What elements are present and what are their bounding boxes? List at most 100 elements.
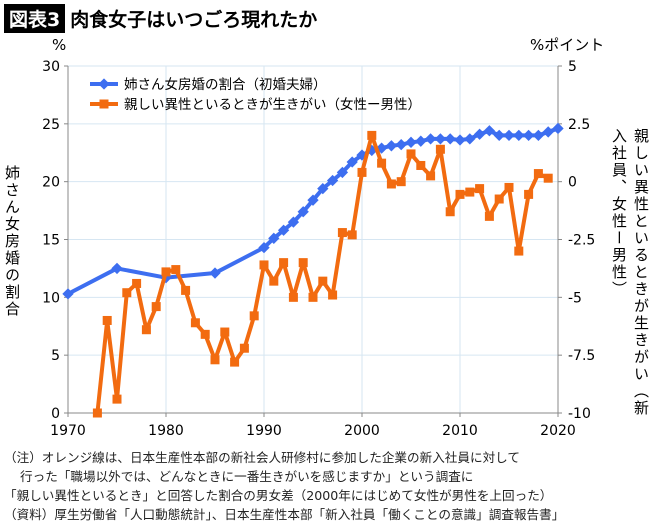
data-point [279, 258, 289, 268]
y-tick-label: 0 [51, 406, 60, 422]
data-point [102, 315, 112, 325]
data-point [464, 133, 476, 145]
figure-title: 図表3 肉食女子はいつごろ現れたか [4, 3, 318, 33]
data-point [552, 122, 564, 135]
legend-marker [98, 78, 110, 90]
x-tick-label: 1990 [246, 423, 282, 439]
data-point [326, 174, 339, 187]
data-point [347, 230, 357, 240]
y2-axis-label: 親しい異性といるときが生きがい（新入社員、女性ー男性） [610, 128, 650, 417]
note-line: 行った「職場以外では、どんなときに一番生きがいを感じますか」という調査に [20, 469, 474, 484]
data-point [336, 166, 349, 179]
y-tick-label: 20 [42, 175, 60, 191]
x-tick-label: 2010 [442, 423, 478, 439]
right-unit: %ポイント [530, 36, 604, 54]
data-point [357, 167, 367, 177]
note-line: （注）オレンジ線は、日本生産性本部の新社会人研修村に参加した企業の新入社員に対し… [4, 450, 520, 465]
data-point [493, 129, 505, 142]
data-point [92, 408, 102, 418]
data-point [307, 194, 319, 206]
data-point [210, 355, 220, 365]
data-point [454, 134, 466, 146]
data-point [308, 292, 318, 302]
y-tick-label: 25 [42, 117, 60, 133]
data-point [161, 267, 171, 277]
data-point [416, 160, 426, 170]
data-point [473, 128, 486, 140]
series-line [67, 126, 559, 296]
y2-tick-label: -2.5 [568, 233, 595, 249]
data-point [406, 149, 416, 159]
legend-label: 親しい異性といるときが生きがい（女性ー男性） [124, 96, 421, 113]
data-point [171, 265, 181, 275]
data-point [513, 129, 525, 142]
data-point [239, 343, 249, 353]
data-point [249, 311, 259, 321]
data-point [230, 357, 240, 367]
line-chart: % %ポイント 0 5 10 15 20 25 30 1970 1980 1990 2000 2010… [42, 36, 604, 439]
data-point [424, 133, 437, 145]
y2-tick-label: -10 [568, 406, 591, 422]
data-point [542, 126, 554, 138]
data-point [503, 129, 515, 142]
data-point [200, 329, 210, 339]
data-point [533, 169, 543, 179]
data-point [141, 325, 151, 335]
notes: （注）オレンジ線は、日本生産性本部の新社会人研修村に参加した企業の新入社員に対し… [4, 448, 564, 524]
legend-marker [99, 99, 109, 109]
data-point [426, 171, 436, 181]
data-point [328, 290, 338, 300]
data-point [318, 276, 328, 286]
data-point [396, 177, 406, 187]
data-point [297, 206, 309, 218]
data-point [181, 285, 191, 295]
title-text: 肉食女子はいつごろ現れたか [70, 8, 318, 31]
y2-tick-label: -7.5 [568, 348, 595, 364]
data-point [112, 394, 122, 404]
data-point [435, 144, 445, 154]
data-point [268, 232, 280, 245]
data-point [367, 130, 377, 140]
data-point [385, 140, 398, 152]
data-point [445, 207, 455, 217]
data-point [287, 216, 300, 228]
y-tick-label: 10 [42, 290, 60, 306]
data-point [434, 133, 447, 145]
data-point [415, 135, 427, 147]
legend-label: 姉さん女房婚の割合（初婚夫婦） [124, 76, 327, 93]
data-point [455, 189, 465, 199]
figure-badge: 図表3 [4, 3, 66, 33]
data-point [288, 292, 298, 302]
left-unit: % [52, 36, 66, 54]
y2-tick-label: 2.5 [568, 117, 590, 133]
data-point [220, 327, 230, 337]
data-point [543, 173, 553, 183]
y-axis-label: 姉さん女房婚の割合 [3, 165, 21, 318]
note-line: （資料）厚生労働省「人口動態統計」、日本生産性本部「新入社員「働くことの意識」調… [4, 507, 565, 522]
data-point [259, 260, 269, 270]
data-point [337, 228, 347, 238]
data-point [346, 156, 358, 168]
x-tick-label: 1980 [148, 423, 184, 439]
data-point [298, 258, 308, 268]
data-point [475, 184, 485, 194]
x-tick-label: 1970 [50, 423, 86, 439]
data-point [317, 182, 329, 195]
data-point [277, 224, 290, 236]
note-line: 「親しい異性といるとき」と回答した割合の男女差（2000年にはじめて女性が男性を… [4, 488, 553, 503]
data-point [405, 136, 417, 148]
y-tick-label: 30 [42, 59, 60, 75]
data-point [504, 182, 514, 192]
data-point [484, 211, 494, 221]
data-point [190, 318, 200, 328]
data-point [532, 129, 545, 142]
data-point [514, 246, 524, 256]
data-point [258, 241, 270, 254]
data-point [209, 267, 221, 279]
data-point [522, 129, 535, 142]
data-point [524, 189, 534, 199]
y-tick-label: 5 [51, 348, 60, 364]
data-point [151, 302, 161, 312]
data-point [494, 194, 504, 204]
